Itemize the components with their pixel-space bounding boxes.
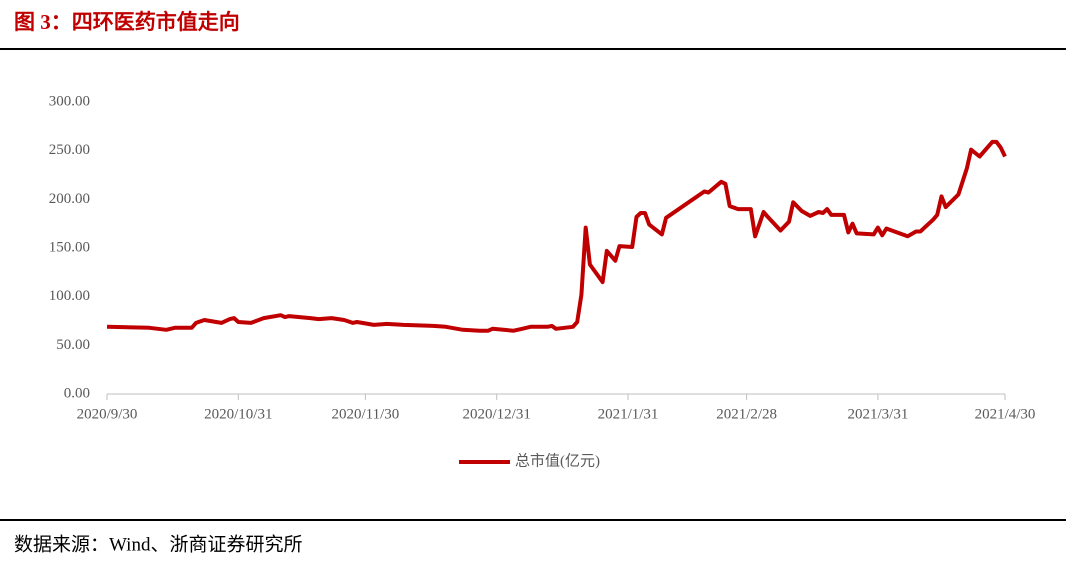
x-tick-label: 2021/4/30 bbox=[975, 406, 1036, 422]
y-tick-label: 150.00 bbox=[49, 239, 90, 255]
y-tick-label: 300.00 bbox=[49, 93, 90, 109]
x-tick-label: 2020/12/31 bbox=[463, 406, 531, 422]
x-tick-label: 2020/11/30 bbox=[331, 406, 399, 422]
chart-title: 图 3：四环医药市值走向 bbox=[14, 10, 240, 34]
x-tick-label: 2021/2/28 bbox=[716, 406, 777, 422]
x-tick-label: 2020/10/31 bbox=[204, 406, 272, 422]
y-tick-label: 200.00 bbox=[49, 191, 90, 207]
x-tick-label: 2021/1/31 bbox=[598, 406, 659, 422]
x-tick-label: 2020/9/30 bbox=[77, 406, 138, 422]
source-note: 数据来源：Wind、浙商证券研究所 bbox=[14, 533, 302, 555]
x-tick-label: 2021/3/31 bbox=[848, 406, 909, 422]
legend-label: 总市值(亿元) bbox=[515, 452, 600, 469]
y-tick-label: 100.00 bbox=[49, 288, 90, 304]
data-line bbox=[106, 139, 1007, 333]
y-tick-label: 50.00 bbox=[56, 337, 90, 353]
y-tick-label: 250.00 bbox=[49, 142, 90, 158]
y-tick-label: 0.00 bbox=[64, 385, 90, 401]
